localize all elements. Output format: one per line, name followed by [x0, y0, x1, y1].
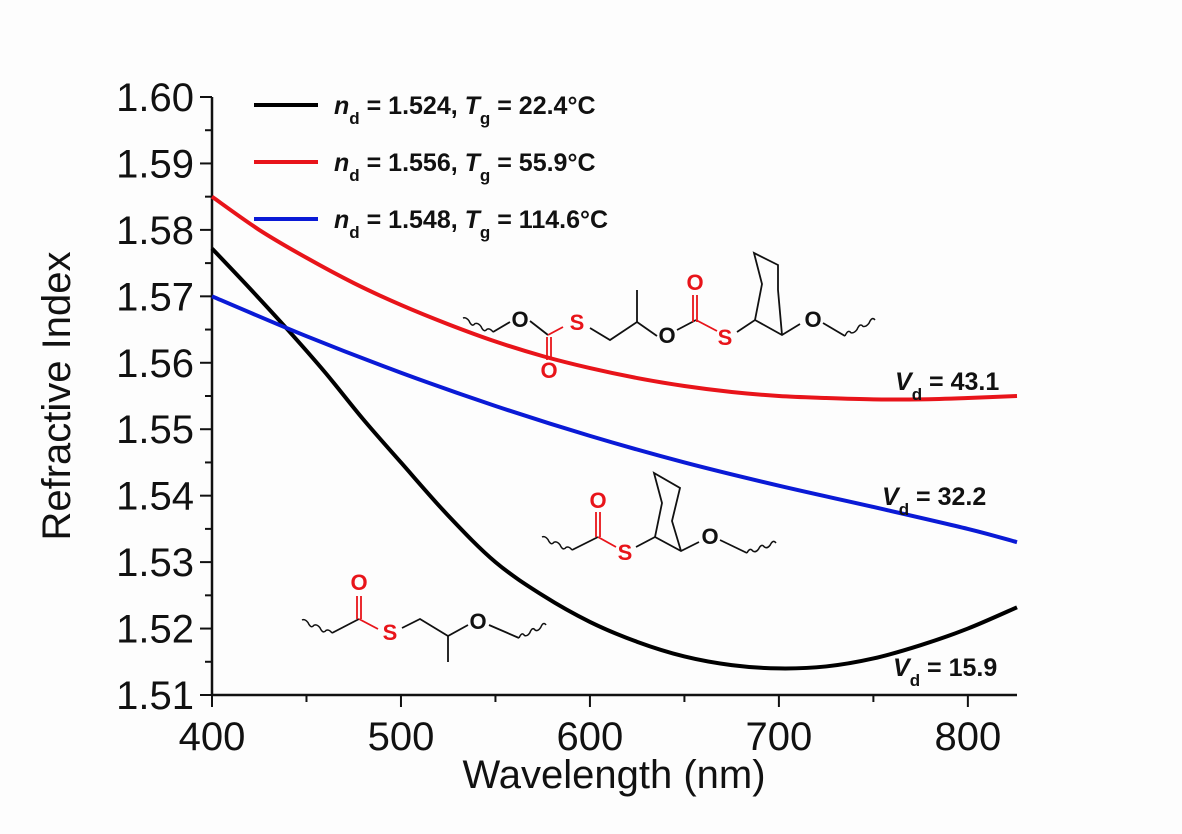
- wavy-bond: [541, 535, 573, 551]
- legend-text-part: d: [349, 109, 359, 128]
- annotations: Vd = 15.9Vd = 43.1Vd = 32.2: [882, 368, 999, 690]
- sulfur-atom: S: [618, 540, 633, 565]
- legend-label-3: nd = 1.548, Tg = 114.6°C: [334, 206, 608, 242]
- series-line-3: [211, 294, 1018, 545]
- oxygen-atom: O: [540, 358, 557, 383]
- legend-text-part: d: [349, 223, 359, 242]
- wavy-bond: [462, 316, 494, 333]
- wavy-bond: [844, 317, 876, 337]
- wavy-bond: [518, 622, 547, 639]
- bond: [492, 321, 511, 333]
- oxygen-atom: O: [686, 270, 703, 295]
- bond: [401, 617, 469, 638]
- legend-text-part: g: [480, 166, 490, 185]
- annotation-text-part: = 43.1: [922, 368, 999, 396]
- legend: nd = 1.524, Tg = 22.4°Cnd = 1.556, Tg = …: [254, 92, 608, 242]
- oxygen-atom: O: [658, 323, 675, 348]
- bond: [597, 536, 617, 548]
- legend-text-part: = 1.548,: [360, 206, 465, 234]
- series-line-2: [210, 195, 1018, 402]
- structure-blue-polymer: O S O: [541, 471, 777, 565]
- legend-text-part: T: [465, 92, 483, 120]
- y-tick-label: 1.54: [116, 475, 194, 519]
- oxygen-atom: O: [469, 609, 486, 634]
- legend-text-part: = 1.556,: [360, 149, 465, 177]
- bond: [636, 321, 658, 337]
- bond: [652, 471, 682, 552]
- sulfur-atom: S: [570, 310, 585, 335]
- legend-label-1: nd = 1.524, Tg = 22.4°C: [334, 92, 596, 128]
- bond: [529, 320, 549, 336]
- legend-text-part: g: [480, 109, 490, 128]
- bond: [822, 322, 846, 337]
- annotation-text-part: = 32.2: [909, 483, 986, 511]
- x-tick-label: 700: [746, 715, 813, 759]
- oxygen-atom: O: [804, 307, 821, 332]
- y-tick-label: 1.55: [116, 408, 194, 452]
- bond: [635, 535, 700, 553]
- legend-text-part: n: [334, 92, 349, 120]
- annotation-text-part: = 15.9: [920, 654, 997, 682]
- legend-text-part: = 55.9°C: [490, 149, 595, 177]
- oxygen-atom: O: [589, 488, 606, 513]
- annotation-text-part: V: [893, 654, 912, 682]
- x-tick-label: 600: [557, 715, 624, 759]
- y-tick-label: 1.60: [116, 76, 194, 120]
- legend-text-part: T: [465, 206, 483, 234]
- abbe-number-label-1: Vd = 15.9: [893, 654, 997, 690]
- legend-text-part: = 1.524,: [360, 92, 465, 120]
- bond: [736, 318, 801, 337]
- sulfur-atom: S: [718, 325, 733, 350]
- bond: [571, 536, 599, 551]
- legend-text-part: = 22.4°C: [490, 92, 595, 120]
- abbe-number-label-2: Vd = 43.1: [895, 368, 999, 404]
- y-tick-label: 1.57: [116, 275, 194, 319]
- legend-text-part: d: [349, 166, 359, 185]
- y-tick-label: 1.56: [116, 342, 194, 386]
- legend-label-2: nd = 1.556, Tg = 55.9°C: [334, 149, 596, 185]
- bond: [589, 290, 638, 342]
- x-tick-label: 800: [934, 715, 1001, 759]
- bond: [358, 618, 379, 630]
- bond: [547, 326, 564, 336]
- annotation-text-part: V: [895, 368, 914, 396]
- y-axis-title: Refractive Index: [35, 251, 79, 540]
- sulfur-atom: S: [383, 620, 398, 645]
- annotation-text-part: d: [910, 671, 920, 690]
- x-axis-title: Wavelength (nm): [462, 753, 765, 797]
- axes: 1.51 1.52 1.53 1.54 1.55 1.56 1.57 1.58 1.59 1.60…: [116, 76, 1017, 759]
- legend-text-part: = 114.6°C: [490, 206, 608, 234]
- y-tick-label: 1.52: [116, 608, 194, 652]
- abbe-number-label-3: Vd = 32.2: [882, 483, 986, 519]
- y-tick-label: 1.58: [116, 209, 194, 253]
- bond: [695, 319, 718, 332]
- wavy-bond: [301, 618, 333, 634]
- wavy-bond: [746, 540, 777, 554]
- bond: [331, 618, 360, 634]
- annotation-text-part: V: [882, 483, 901, 511]
- bond: [719, 539, 748, 554]
- legend-text-part: T: [465, 149, 483, 177]
- bond: [488, 624, 520, 639]
- legend-text-part: n: [334, 206, 349, 234]
- structure-black-polymer: OS O: [301, 570, 547, 662]
- series-line-1: [210, 247, 1018, 671]
- x-tick-label: 500: [368, 715, 435, 759]
- y-tick-label: 1.51: [116, 674, 194, 718]
- x-tick-label: 400: [179, 715, 246, 759]
- oxygen-atom: O: [350, 570, 367, 595]
- legend-text-part: g: [480, 223, 490, 242]
- series-layer: [210, 195, 1018, 671]
- bond: [752, 251, 783, 336]
- y-tick-label: 1.59: [116, 142, 194, 186]
- annotation-text-part: d: [899, 500, 909, 519]
- y-tick-label: 1.53: [116, 541, 194, 585]
- legend-text-part: n: [334, 149, 349, 177]
- oxygen-atom: O: [701, 524, 718, 549]
- annotation-text-part: d: [912, 385, 922, 404]
- oxygen-atom: O: [511, 307, 528, 332]
